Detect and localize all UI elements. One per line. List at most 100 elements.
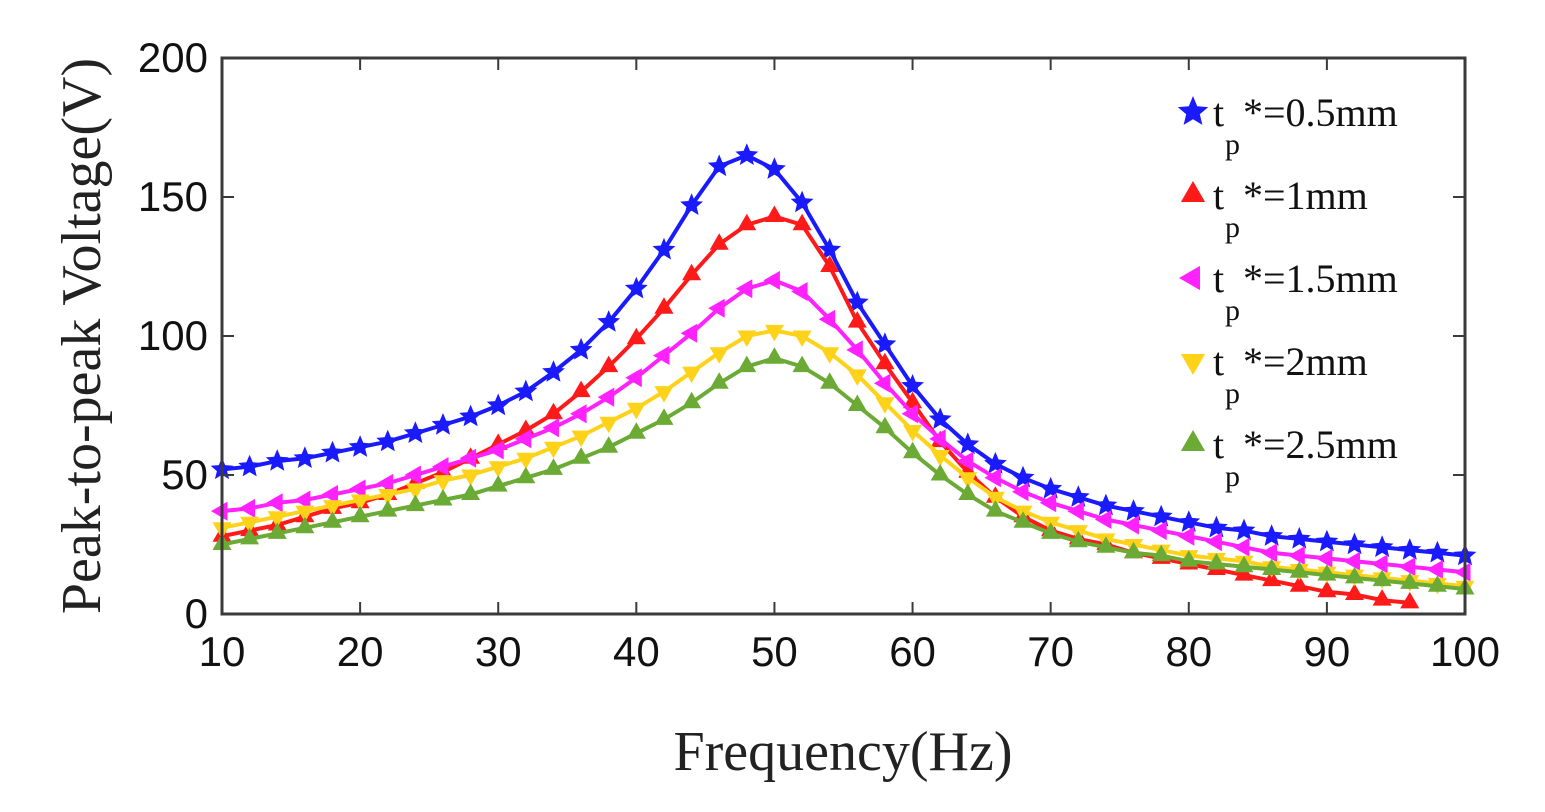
data-point: [1287, 526, 1311, 549]
data-point: [1011, 465, 1035, 488]
legend-marker: [1179, 265, 1200, 291]
data-point: [1288, 546, 1305, 566]
data-point: [956, 451, 974, 471]
data-point: [571, 380, 591, 398]
data-point: [709, 372, 729, 389]
y-tick-label: 200: [138, 34, 208, 81]
data-point: [405, 483, 425, 500]
data-point: [542, 360, 565, 382]
data-point: [901, 374, 924, 396]
x-tick-label: 70: [1027, 628, 1074, 675]
legend-label-main: t: [1213, 339, 1224, 384]
series-line-4: [221, 328, 1466, 589]
data-point: [626, 402, 646, 420]
data-point: [1012, 482, 1029, 502]
data-point: [958, 483, 978, 500]
data-point: [514, 379, 538, 402]
legend-marker: [1180, 181, 1206, 202]
data-point: [599, 436, 619, 453]
data-point: [763, 270, 780, 290]
legend-item-3: tp*=1.5mm: [1179, 256, 1398, 327]
data-point: [376, 473, 394, 493]
data-point: [543, 402, 563, 420]
data-point: [459, 448, 477, 468]
data-point: [735, 143, 759, 165]
data-point: [873, 332, 897, 354]
data-point: [240, 516, 260, 534]
data-point: [1398, 557, 1416, 577]
data-point: [682, 391, 702, 409]
data-point: [321, 440, 344, 463]
data-point: [764, 205, 784, 222]
data-point: [792, 330, 812, 347]
data-point: [405, 494, 425, 512]
data-point: [1177, 510, 1201, 532]
data-point: [404, 465, 421, 485]
data-point: [1260, 543, 1278, 563]
data-point: [707, 154, 731, 177]
data-point: [763, 157, 786, 179]
data-point: [597, 310, 621, 332]
data-point: [349, 479, 366, 499]
data-point: [571, 430, 591, 448]
data-point: [266, 493, 283, 513]
legend-label-main: t: [1213, 90, 1224, 135]
data-point: [1066, 485, 1090, 507]
data-point: [1343, 532, 1366, 555]
data-point: [1262, 558, 1282, 575]
data-point: [486, 393, 510, 416]
data-point: [737, 330, 757, 347]
data-point: [624, 276, 648, 299]
legend-label-subscript: p: [1225, 294, 1240, 327]
data-point: [985, 500, 1005, 517]
data-point: [680, 323, 698, 343]
data-point: [295, 516, 315, 534]
data-point: [238, 454, 261, 477]
data-point: [1454, 562, 1471, 582]
data-point: [958, 472, 978, 489]
data-point: [737, 355, 757, 373]
data-point: [875, 397, 895, 414]
data-point: [1013, 511, 1033, 528]
data-point: [1234, 555, 1254, 573]
data-point: [903, 391, 923, 409]
data-point: [348, 435, 372, 457]
legend-label-subscript: p: [1225, 211, 1240, 244]
data-point: [1262, 569, 1282, 587]
data-point: [820, 255, 840, 272]
data-point: [1179, 550, 1199, 567]
data-point: [903, 425, 923, 442]
legend-item-1: tp*=0.5mm: [1177, 90, 1398, 161]
legend-label-value: *=0.5mm: [1243, 90, 1398, 135]
data-point: [488, 475, 508, 492]
data-point: [432, 457, 449, 477]
data-point: [1094, 510, 1112, 529]
data-point: [984, 468, 1001, 488]
data-point: [350, 505, 370, 523]
data-point: [790, 190, 814, 213]
data-point: [875, 352, 895, 370]
data-point: [1400, 591, 1420, 609]
data-point: [267, 511, 287, 528]
data-point: [323, 500, 342, 517]
legend-label-main: t: [1213, 173, 1224, 218]
data-point: [1371, 554, 1388, 574]
data-point: [323, 511, 342, 528]
data-point: [1372, 589, 1392, 606]
legend-label-subscript: p: [1225, 460, 1240, 493]
data-point: [820, 347, 840, 364]
data-point: [708, 298, 725, 318]
series-5: [212, 347, 1475, 595]
legend-label-main: t: [1213, 256, 1224, 301]
legend-label-subscript: p: [1225, 128, 1240, 161]
data-point: [378, 500, 398, 517]
data-point: [984, 451, 1007, 474]
legend-label-value: *=1.5mm: [1243, 256, 1398, 301]
data-point: [709, 347, 729, 364]
data-point: [433, 475, 453, 492]
data-point: [487, 440, 504, 460]
data-point: [1317, 580, 1337, 598]
y-tick-label: 50: [161, 451, 208, 498]
data-point: [818, 309, 836, 329]
data-point: [461, 483, 481, 500]
